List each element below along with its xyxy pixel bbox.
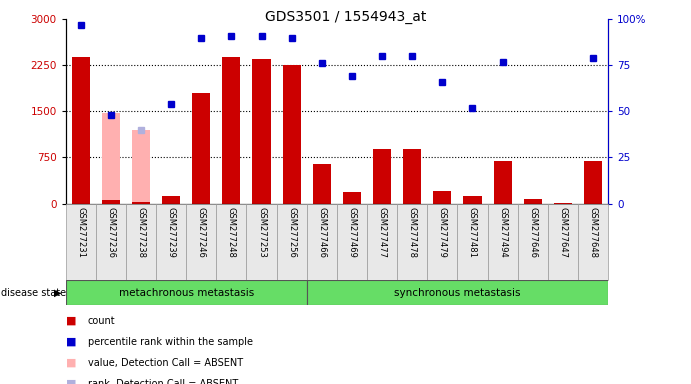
Bar bbox=[216, 204, 247, 280]
Text: GSM277238: GSM277238 bbox=[137, 207, 146, 258]
Text: GSM277469: GSM277469 bbox=[348, 207, 357, 258]
Bar bbox=[283, 65, 301, 204]
Bar bbox=[554, 203, 572, 204]
Text: count: count bbox=[88, 316, 115, 326]
Text: GSM277236: GSM277236 bbox=[106, 207, 115, 258]
Text: GSM277648: GSM277648 bbox=[589, 207, 598, 258]
Text: value, Detection Call = ABSENT: value, Detection Call = ABSENT bbox=[88, 358, 243, 368]
Bar bbox=[102, 200, 120, 204]
Text: GSM277477: GSM277477 bbox=[377, 207, 386, 258]
Bar bbox=[252, 59, 271, 204]
Bar bbox=[156, 204, 186, 280]
Bar bbox=[192, 93, 210, 204]
Text: GSM277231: GSM277231 bbox=[76, 207, 85, 258]
Bar bbox=[66, 204, 96, 280]
Bar bbox=[427, 204, 457, 280]
Text: GSM277646: GSM277646 bbox=[528, 207, 537, 258]
Bar bbox=[367, 204, 397, 280]
Text: GSM277478: GSM277478 bbox=[408, 207, 417, 258]
Text: GSM277239: GSM277239 bbox=[167, 207, 176, 258]
Text: GSM277256: GSM277256 bbox=[287, 207, 296, 258]
Text: ■: ■ bbox=[66, 337, 76, 347]
Bar bbox=[162, 196, 180, 204]
Bar bbox=[343, 192, 361, 204]
Text: rank, Detection Call = ABSENT: rank, Detection Call = ABSENT bbox=[88, 379, 238, 384]
Text: GSM277481: GSM277481 bbox=[468, 207, 477, 258]
Bar bbox=[548, 204, 578, 280]
Text: GSM277479: GSM277479 bbox=[438, 207, 447, 258]
Bar bbox=[132, 130, 150, 204]
Bar bbox=[186, 204, 216, 280]
Bar bbox=[488, 204, 518, 280]
Text: ■: ■ bbox=[66, 379, 76, 384]
Bar bbox=[276, 204, 307, 280]
Bar bbox=[247, 204, 276, 280]
Bar bbox=[493, 161, 511, 204]
Bar bbox=[307, 280, 608, 305]
Bar bbox=[403, 149, 422, 204]
Bar bbox=[518, 204, 548, 280]
Bar bbox=[132, 202, 150, 204]
Bar bbox=[313, 164, 331, 204]
Text: metachronous metastasis: metachronous metastasis bbox=[119, 288, 254, 298]
Text: synchronous metastasis: synchronous metastasis bbox=[394, 288, 520, 298]
Bar bbox=[307, 204, 337, 280]
Text: ▶: ▶ bbox=[54, 288, 61, 298]
Bar bbox=[126, 204, 156, 280]
Bar bbox=[96, 204, 126, 280]
Text: GDS3501 / 1554943_at: GDS3501 / 1554943_at bbox=[265, 10, 426, 23]
Text: GSM277647: GSM277647 bbox=[558, 207, 567, 258]
Bar bbox=[102, 113, 120, 204]
Bar bbox=[66, 280, 307, 305]
Text: ■: ■ bbox=[66, 316, 76, 326]
Text: GSM277466: GSM277466 bbox=[317, 207, 326, 258]
Bar bbox=[457, 204, 488, 280]
Bar bbox=[72, 57, 90, 204]
Bar bbox=[337, 204, 367, 280]
Text: GSM277253: GSM277253 bbox=[257, 207, 266, 258]
Bar bbox=[464, 195, 482, 204]
Text: GSM277246: GSM277246 bbox=[197, 207, 206, 258]
Text: ■: ■ bbox=[66, 358, 76, 368]
Text: GSM277248: GSM277248 bbox=[227, 207, 236, 258]
Text: disease state: disease state bbox=[1, 288, 66, 298]
Bar bbox=[373, 149, 391, 204]
Bar bbox=[584, 161, 602, 204]
Text: percentile rank within the sample: percentile rank within the sample bbox=[88, 337, 253, 347]
Bar bbox=[397, 204, 427, 280]
Bar bbox=[578, 204, 608, 280]
Bar bbox=[223, 57, 240, 204]
Bar bbox=[433, 191, 451, 204]
Bar bbox=[524, 199, 542, 204]
Text: GSM277494: GSM277494 bbox=[498, 207, 507, 258]
